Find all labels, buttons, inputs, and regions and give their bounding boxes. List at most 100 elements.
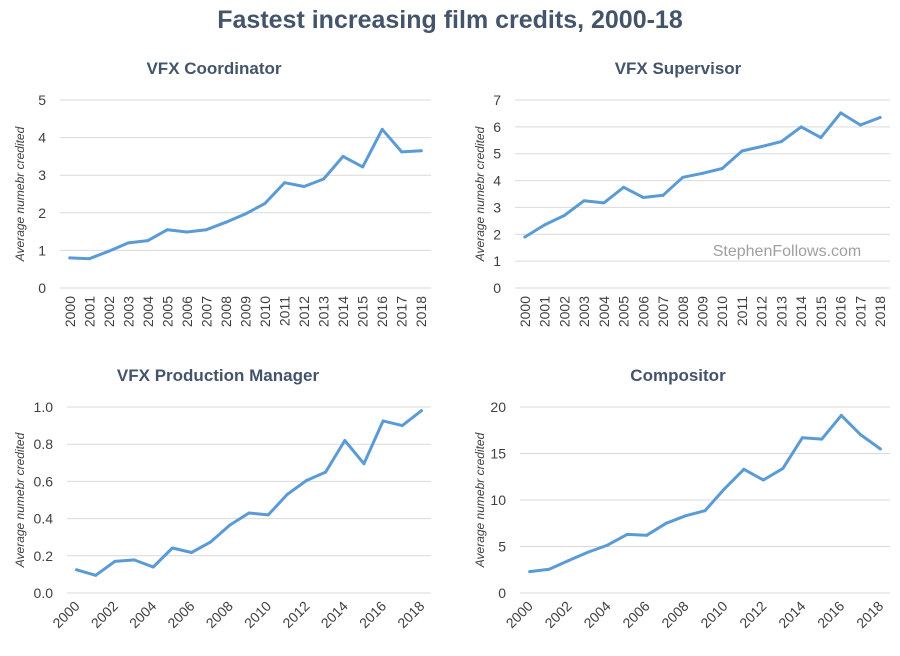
y-tick-label: 5 <box>498 539 506 555</box>
x-tick-label: 2018 <box>413 296 429 327</box>
data-point <box>859 433 863 437</box>
y-tick-label: 4 <box>38 130 46 146</box>
data-point <box>878 447 882 451</box>
x-tick-label: 2018 <box>853 598 886 631</box>
data-point <box>684 514 688 518</box>
y-tick-label: 2 <box>38 205 46 221</box>
data-point <box>567 558 571 562</box>
data-point <box>528 570 532 574</box>
data-point <box>165 228 169 232</box>
x-tick-label: 2005 <box>616 296 632 327</box>
x-tick-label: 2012 <box>296 296 312 327</box>
data-point <box>146 239 150 243</box>
y-axis-label: Average numebr credited <box>13 432 27 568</box>
data-point <box>244 212 247 216</box>
y-tick-label: 4 <box>493 173 501 189</box>
x-tick-label: 2000 <box>517 296 533 327</box>
x-tick-label: 2000 <box>62 296 78 327</box>
x-tick-label: 2009 <box>238 296 254 327</box>
x-tick-label: 2001 <box>537 296 553 327</box>
data-point <box>170 546 174 550</box>
data-point <box>419 149 423 153</box>
y-tick-label: 0.6 <box>34 473 54 489</box>
data-point <box>664 521 668 525</box>
y-tick-label: 7 <box>493 92 501 108</box>
x-tick-label: 2005 <box>159 296 175 327</box>
y-tick-label: 0.4 <box>34 511 54 527</box>
data-point <box>819 136 823 140</box>
data-point <box>224 220 228 224</box>
data-point <box>247 511 251 515</box>
x-tick-label: 2002 <box>556 296 572 327</box>
y-tick-label: 0.0 <box>34 585 54 601</box>
data-point <box>547 567 551 571</box>
x-tick-label: 2006 <box>635 296 651 327</box>
data-point <box>283 181 287 185</box>
x-tick-label: 2018 <box>394 598 427 631</box>
data-point <box>87 257 91 261</box>
data-point <box>419 409 423 413</box>
x-tick-label: 2006 <box>179 296 195 327</box>
data-point <box>151 565 155 569</box>
data-point <box>381 419 385 423</box>
x-tick-label: 2002 <box>541 598 574 631</box>
data-point <box>302 184 306 188</box>
data-point <box>380 127 384 131</box>
data-point <box>126 241 130 245</box>
data-point <box>781 466 785 470</box>
x-tick-label: 2010 <box>697 598 730 631</box>
data-point <box>839 413 843 417</box>
data-point <box>760 144 764 148</box>
y-tick-label: 0 <box>498 585 506 601</box>
x-tick-label: 2011 <box>277 296 293 326</box>
x-tick-label: 2015 <box>813 296 829 327</box>
x-tick-label: 2018 <box>872 296 888 327</box>
data-point <box>228 523 232 527</box>
data-point <box>878 115 882 119</box>
data-point <box>606 543 610 547</box>
x-tick-label: 2014 <box>335 296 351 327</box>
data-point <box>361 165 365 169</box>
series-line <box>75 409 423 577</box>
x-tick-label: 2002 <box>88 598 121 631</box>
series-line <box>523 111 882 239</box>
data-point <box>343 438 347 442</box>
x-tick-label: 2011 <box>734 296 750 326</box>
x-tick-label: 2012 <box>736 598 769 631</box>
x-tick-label: 2008 <box>658 598 691 631</box>
x-tick-label: 2013 <box>773 296 789 327</box>
data-point <box>839 111 843 115</box>
x-tick-label: 2000 <box>503 598 536 631</box>
data-point <box>562 213 566 217</box>
x-tick-label: 2007 <box>198 296 214 327</box>
x-tick-label: 2001 <box>81 296 97 327</box>
x-tick-label: 2012 <box>279 598 312 631</box>
y-tick-label: 3 <box>493 199 501 215</box>
x-tick-label: 2003 <box>576 296 592 327</box>
y-tick-label: 0 <box>493 280 501 296</box>
x-tick-label: 2004 <box>140 296 156 327</box>
data-point <box>132 558 136 562</box>
y-tick-label: 0.8 <box>34 436 54 452</box>
data-point <box>645 533 649 537</box>
data-point <box>107 249 111 253</box>
data-point <box>400 150 404 154</box>
data-point <box>209 540 213 544</box>
data-point <box>800 436 804 440</box>
y-tick-label: 2 <box>493 226 501 242</box>
data-point <box>75 568 79 572</box>
y-tick-label: 0 <box>38 280 46 296</box>
x-tick-label: 2010 <box>714 296 730 327</box>
x-tick-label: 2003 <box>120 296 136 327</box>
data-point <box>720 166 724 170</box>
x-tick-label: 2016 <box>814 598 847 631</box>
data-point <box>799 125 803 129</box>
data-point <box>204 228 208 232</box>
data-point <box>740 149 744 153</box>
chart-0: VFX Coordinator 0 1 2 3 4 5 Average numebr cred… <box>13 59 431 327</box>
y-axis-label: Average numebr credited <box>13 126 27 262</box>
y-axis-label: Average numebr credited <box>473 432 487 568</box>
data-point <box>266 513 270 517</box>
data-point <box>722 487 726 491</box>
y-tick-label: 0.2 <box>34 548 54 564</box>
